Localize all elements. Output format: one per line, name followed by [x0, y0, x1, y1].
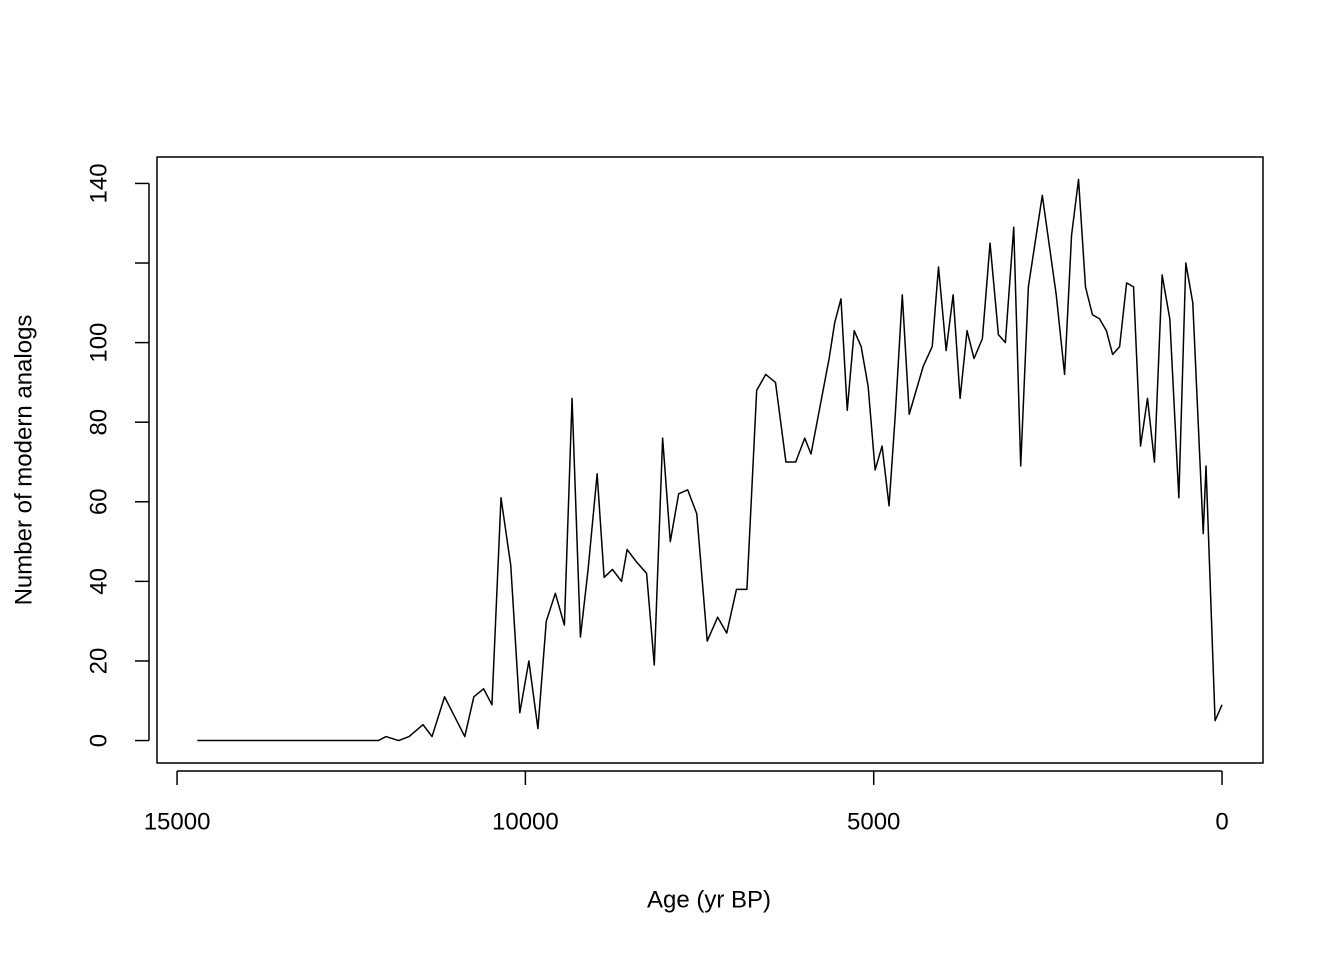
x-axis-label: Age (yr BP) — [647, 886, 771, 913]
x-tick-label: 0 — [1215, 808, 1228, 835]
y-tick-label: 100 — [85, 323, 112, 363]
plot-box — [156, 156, 1264, 764]
data-line — [197, 178, 1223, 742]
y-tick-label: 0 — [85, 734, 112, 747]
x-tick-label: 10000 — [492, 808, 559, 835]
y-axis-label: Number of modern analogs — [10, 315, 37, 606]
y-tick-label: 80 — [85, 409, 112, 436]
x-tick-label: 5000 — [847, 808, 900, 835]
y-tick-label: 140 — [85, 163, 112, 203]
x-tick-label: 15000 — [144, 808, 211, 835]
y-tick-label: 20 — [85, 648, 112, 675]
y-tick-label: 60 — [85, 488, 112, 515]
y-tick-label: 40 — [85, 568, 112, 595]
